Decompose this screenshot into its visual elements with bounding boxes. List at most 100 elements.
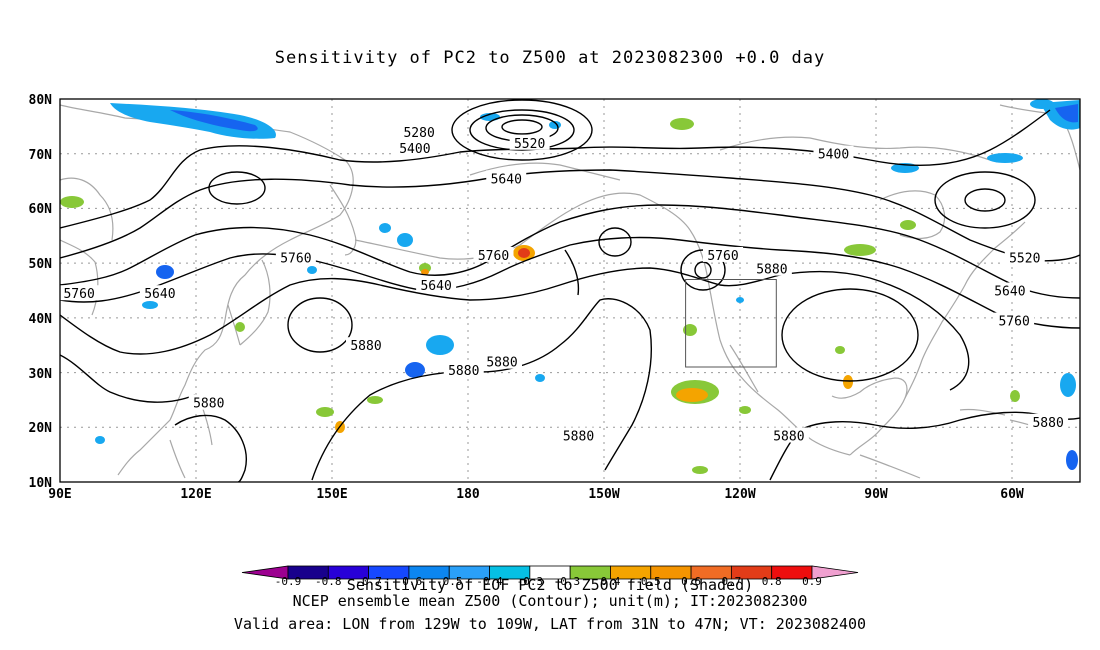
shade-green-patch bbox=[367, 396, 383, 404]
colorbar-tick-label: 0.7 bbox=[721, 575, 741, 588]
colorbar-tick-label: -0.6 bbox=[396, 575, 423, 588]
contour-label-bg bbox=[1028, 413, 1069, 429]
lon-label: 90E bbox=[48, 487, 71, 502]
contour-label: 5640 bbox=[420, 279, 451, 294]
low-contour bbox=[469, 109, 575, 151]
shade-blue-patch bbox=[1030, 99, 1054, 109]
contour-label: 5520 bbox=[514, 137, 545, 152]
shade-green-patch bbox=[900, 220, 916, 230]
shade-blue-patch bbox=[1055, 104, 1078, 123]
low-contour bbox=[934, 171, 1036, 229]
shade-blue-patch bbox=[405, 362, 425, 378]
lon-label: 150E bbox=[316, 487, 347, 502]
contour-label-bg bbox=[486, 170, 527, 186]
high-contour bbox=[287, 297, 353, 353]
colorbar: -0.9 -0.8 -0.7 -0.6 -0.5 -0.4 -0.3 0.3 0.4 0.5 0.6… bbox=[241, 565, 859, 594]
shade-red-patch bbox=[421, 269, 429, 275]
contour-label: 5880 bbox=[1032, 416, 1063, 431]
valid-area-box bbox=[685, 279, 777, 368]
lon-label: 150W bbox=[588, 487, 619, 502]
lat-label: 10N bbox=[29, 476, 53, 491]
lat-label: 50N bbox=[29, 257, 53, 272]
colorbar-tick-label: -0.5 bbox=[436, 575, 463, 588]
contour-label-bg bbox=[558, 427, 599, 443]
shade-green-patch bbox=[692, 466, 708, 474]
contour-label: 5880 bbox=[563, 429, 594, 444]
contour-label-bg bbox=[394, 140, 435, 156]
lat-label: 40N bbox=[29, 312, 53, 327]
contour-label: 5400 bbox=[399, 142, 430, 157]
contour-label: 5880 bbox=[773, 429, 804, 444]
shade-green-patch bbox=[316, 407, 334, 417]
lon-label: 90W bbox=[864, 487, 888, 502]
shade-blue-patch bbox=[535, 374, 545, 382]
lat-label: 30N bbox=[29, 367, 53, 382]
shade-green-patch bbox=[683, 324, 697, 336]
contour-label: 5640 bbox=[491, 172, 522, 187]
colorbar-tick-label: -0.8 bbox=[315, 575, 342, 588]
contour-label-bg bbox=[813, 145, 854, 161]
lon-label: 60W bbox=[1000, 487, 1024, 502]
shade-blue-patch bbox=[156, 265, 174, 279]
high-contour bbox=[781, 288, 919, 382]
shade-green-patch bbox=[235, 322, 245, 332]
shade-blue-patch bbox=[426, 335, 454, 355]
shade-red-patch bbox=[518, 248, 530, 258]
shade-blue-patch bbox=[142, 301, 158, 309]
low-contour bbox=[208, 171, 266, 205]
contour-label-bg bbox=[994, 312, 1035, 328]
map-title: Sensitivity of PC2 to Z500 at 2023082300… bbox=[274, 48, 826, 68]
shade-orange-patch bbox=[843, 375, 853, 389]
colorbar-tick-label: 0.8 bbox=[762, 575, 782, 588]
shade-blue-patch bbox=[987, 153, 1023, 163]
contour-label: 5520 bbox=[1009, 252, 1040, 267]
low-contour bbox=[451, 99, 593, 161]
lat-label: 20N bbox=[29, 421, 53, 436]
caption-line-2: NCEP ensemble mean Z500 (Contour); unit(… bbox=[292, 592, 808, 610]
colorbar-upper-extend bbox=[811, 565, 859, 580]
shade-green-patch bbox=[739, 406, 751, 414]
colorbar-tick-label: -0.3 bbox=[517, 575, 544, 588]
contour-label-bg bbox=[60, 285, 100, 301]
contour-label: 5640 bbox=[994, 285, 1025, 300]
shade-blue-patch bbox=[379, 223, 391, 233]
contour-label-bg bbox=[1004, 249, 1045, 265]
contour-label-bg bbox=[768, 427, 809, 443]
contour-label-bg bbox=[751, 260, 792, 276]
lon-label: 120E bbox=[180, 487, 211, 502]
low-contour bbox=[964, 188, 1006, 212]
shade-blue-patch bbox=[110, 103, 276, 139]
lat-label: 70N bbox=[29, 148, 53, 163]
contour-label-bg bbox=[275, 249, 316, 265]
contour-label: 5880 bbox=[448, 364, 479, 379]
plot-frame bbox=[59, 98, 1081, 483]
lat-label: 60N bbox=[29, 202, 53, 217]
colorbar-tick-label: 0.6 bbox=[681, 575, 701, 588]
lon-label: 120W bbox=[724, 487, 755, 502]
z500-contours bbox=[60, 99, 1080, 482]
contour-label-bg bbox=[989, 282, 1030, 298]
colorbar-tick-label: 0.9 bbox=[802, 575, 822, 588]
contour-label: 5400 bbox=[818, 148, 849, 163]
contour-label-bg bbox=[473, 246, 514, 262]
low-contour bbox=[694, 261, 712, 279]
shade-green-patch bbox=[844, 244, 876, 256]
contour-label: 5880 bbox=[486, 356, 517, 371]
contour-label: 5880 bbox=[350, 339, 381, 354]
contour-label-bg bbox=[399, 123, 440, 139]
contour-label: 5280 bbox=[403, 126, 434, 141]
contour-label: 5760 bbox=[280, 252, 311, 267]
contour-label-bg bbox=[443, 361, 484, 377]
contour-label-bg bbox=[188, 394, 229, 410]
colorbar-tick-label: 0.3 bbox=[560, 575, 580, 588]
low-contour bbox=[501, 119, 543, 135]
contour-label: 5760 bbox=[707, 249, 738, 264]
contour-label: 5760 bbox=[998, 315, 1029, 330]
lat-tick-labels: 80N 70N 60N 50N 40N 30N 20N 10N bbox=[29, 93, 53, 491]
shade-orange-patch bbox=[676, 388, 708, 402]
shade-blue-patch bbox=[736, 297, 744, 303]
shade-green-patch bbox=[60, 196, 84, 208]
coastlines bbox=[60, 104, 1080, 479]
shade-blue-patch bbox=[1060, 373, 1076, 397]
contour-label-bg bbox=[346, 337, 386, 353]
